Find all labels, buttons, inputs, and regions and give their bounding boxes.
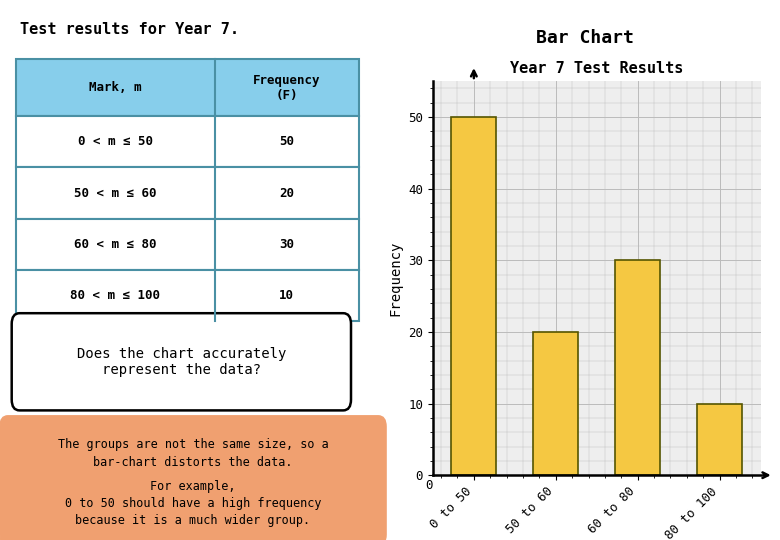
Text: because it is a much wider group.: because it is a much wider group. [76,514,310,527]
Text: 20: 20 [279,186,294,200]
Text: 0 to 50 should have a high frequency: 0 to 50 should have a high frequency [65,497,321,510]
Y-axis label: Frequency: Frequency [388,240,402,316]
Text: 0: 0 [425,479,433,492]
Text: 50: 50 [279,135,294,148]
Text: For example,: For example, [151,480,236,492]
Text: 60 < m ≤ 80: 60 < m ≤ 80 [74,238,156,251]
FancyBboxPatch shape [16,219,359,270]
Text: bar-chart distorts the data.: bar-chart distorts the data. [94,456,292,469]
Text: 10: 10 [279,289,294,302]
FancyBboxPatch shape [0,416,386,540]
Title: Year 7 Test Results: Year 7 Test Results [510,60,683,76]
FancyBboxPatch shape [16,116,359,167]
FancyBboxPatch shape [16,59,359,116]
Text: Mark, m: Mark, m [89,81,141,94]
Text: 0 < m ≤ 50: 0 < m ≤ 50 [78,135,153,148]
Text: Does the chart accurately
represent the data?: Does the chart accurately represent the … [76,347,286,377]
Bar [452,117,496,475]
Text: Test results for Year 7.: Test results for Year 7. [20,22,239,37]
Bar [697,403,742,475]
Text: 80 < m ≤ 100: 80 < m ≤ 100 [70,289,160,302]
Text: Bar Chart: Bar Chart [536,29,634,47]
Text: The groups are not the same size, so a: The groups are not the same size, so a [58,438,328,451]
Text: 30: 30 [279,238,294,251]
Bar [534,332,578,475]
FancyBboxPatch shape [16,270,359,321]
Bar [615,260,660,475]
FancyBboxPatch shape [16,167,359,219]
Text: Frequency
(F): Frequency (F) [253,74,321,102]
Text: 50 < m ≤ 60: 50 < m ≤ 60 [74,186,156,200]
FancyBboxPatch shape [12,313,351,410]
